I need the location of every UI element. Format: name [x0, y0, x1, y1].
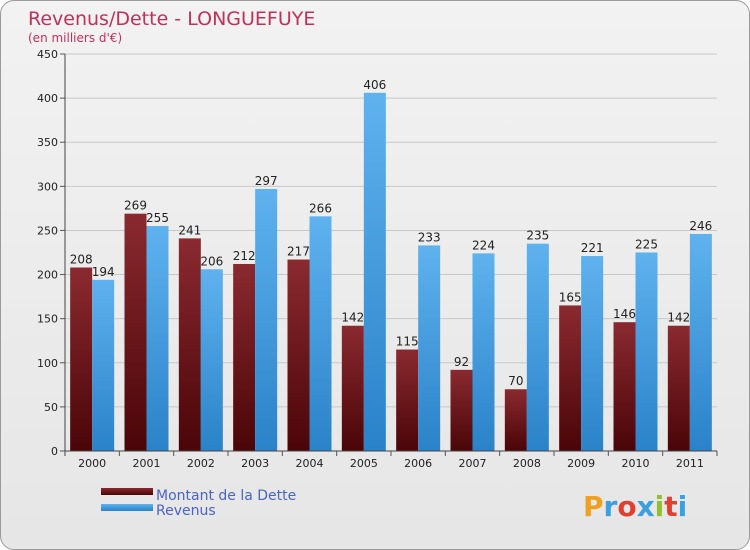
x-tick-label: 2002 — [187, 457, 215, 470]
bar-dette — [233, 263, 256, 451]
bar-revenus — [635, 252, 658, 451]
logo-letter: i — [655, 490, 665, 523]
x-tick-label: 2001 — [133, 457, 161, 470]
value-label-dette: 269 — [124, 199, 147, 213]
x-tick-label: 2011 — [676, 457, 704, 470]
value-label-revenus: 224 — [472, 238, 495, 252]
bar-revenus — [255, 188, 278, 452]
bar-revenus — [200, 269, 223, 451]
logo-letter: r — [604, 490, 618, 523]
bar-revenus — [146, 226, 169, 451]
logo-letter: x — [637, 490, 655, 523]
x-tick-label: 2004 — [296, 457, 324, 470]
value-label-dette: 70 — [508, 374, 523, 388]
bar-dette — [178, 238, 201, 451]
value-label-dette: 212 — [233, 249, 256, 263]
value-label-revenus: 406 — [363, 78, 386, 92]
bar-revenus — [418, 245, 441, 451]
value-label-revenus: 235 — [526, 229, 549, 243]
bar-revenus — [689, 233, 712, 451]
bar-dette — [341, 325, 364, 451]
y-tick-label: 200 — [37, 269, 58, 282]
x-tick-label: 2006 — [404, 457, 432, 470]
y-tick-label: 50 — [44, 401, 58, 414]
y-tick-label: 350 — [37, 136, 58, 149]
bar-dette — [124, 213, 147, 451]
x-tick-label: 2003 — [241, 457, 269, 470]
y-tick-label: 0 — [51, 445, 58, 458]
legend-swatch-revenus — [101, 504, 153, 511]
bar-dette — [396, 349, 419, 451]
bar-revenus — [472, 253, 495, 451]
chart-title: Revenus/Dette - LONGUEFUYE — [28, 8, 315, 30]
chart-subtitle: (en milliers d'€) — [28, 31, 122, 45]
value-label-dette: 92 — [454, 355, 469, 369]
value-label-dette: 142 — [667, 311, 690, 325]
x-tick-label: 2000 — [78, 457, 106, 470]
bar-dette — [70, 267, 93, 451]
value-label-dette: 241 — [178, 223, 201, 237]
bar-dette — [667, 325, 690, 451]
value-label-dette: 142 — [341, 311, 364, 325]
grid-layer — [65, 53, 717, 452]
bar-dette — [559, 305, 582, 451]
y-tick-label: 450 — [37, 48, 58, 61]
bar-dette — [450, 369, 473, 451]
value-label-dette: 208 — [70, 252, 93, 266]
x-tick-label: 2007 — [459, 457, 487, 470]
logo-letter: P — [583, 490, 604, 523]
legend: Montant de la Dette Revenus — [101, 488, 296, 519]
legend-swatch-debt — [101, 488, 153, 495]
bar-revenus — [581, 256, 604, 451]
value-label-revenus: 194 — [92, 265, 115, 279]
x-tick-label: 2005 — [350, 457, 378, 470]
value-label-revenus: 266 — [309, 201, 332, 215]
proxiti-logo: Proxiti — [583, 490, 687, 523]
logo-letter: t — [664, 490, 677, 523]
axis-layer: 0 50 100 150 200 250 300 350 400 450 2000 2001 2002 2… — [37, 48, 718, 470]
value-label-revenus: 297 — [255, 174, 278, 188]
legend-label-revenus: Revenus — [156, 503, 216, 519]
x-tick-label: 2010 — [622, 457, 650, 470]
legend-label-debt: Montant de la Dette — [156, 488, 296, 504]
value-label-dette: 165 — [559, 290, 582, 304]
value-label-dette: 217 — [287, 245, 310, 259]
value-label-dette: 115 — [396, 335, 419, 349]
bar-revenus — [363, 92, 386, 451]
value-label-revenus: 233 — [418, 230, 441, 244]
y-tick-label: 100 — [37, 357, 58, 370]
y-tick-label: 250 — [37, 224, 58, 237]
y-tick-label: 150 — [37, 313, 58, 326]
y-tick-label: 300 — [37, 180, 58, 193]
logo-letter: o — [617, 490, 636, 523]
bar-dette — [504, 389, 527, 451]
x-tick-label: 2008 — [513, 457, 541, 470]
value-label-revenus: 206 — [200, 254, 223, 268]
value-label-revenus: 255 — [146, 211, 169, 225]
bar-revenus — [309, 216, 332, 451]
bar-revenus — [92, 279, 115, 451]
value-label-revenus: 246 — [689, 219, 712, 233]
logo-letter: i — [678, 490, 688, 523]
bar-revenus — [526, 243, 549, 451]
y-tick-label: 400 — [37, 92, 58, 105]
value-label-revenus: 225 — [635, 238, 658, 252]
value-label-revenus: 221 — [581, 241, 604, 255]
bar-dette — [287, 259, 310, 451]
bar-dette — [613, 322, 636, 451]
value-label-dette: 146 — [613, 307, 636, 321]
x-tick-label: 2009 — [567, 457, 595, 470]
